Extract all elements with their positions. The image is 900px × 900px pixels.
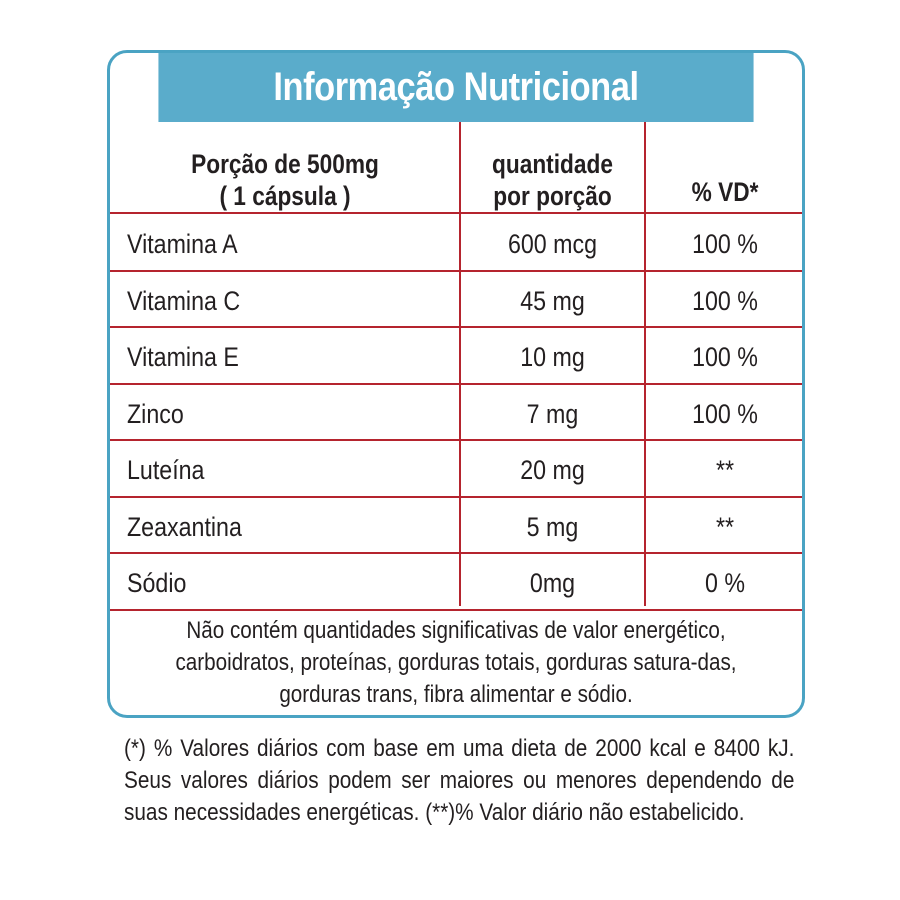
row-rule — [110, 269, 802, 272]
note-text: Não contém quantidades significativas de… — [110, 608, 802, 715]
nutrient-vd: ** — [715, 455, 735, 485]
table-row: Sódio 0mg 0 % — [110, 553, 802, 609]
row-rule — [110, 552, 802, 554]
nutrient-vd: 100 % — [692, 285, 758, 316]
nutrient-quantity: 0mg — [529, 568, 576, 598]
vd-header: % VD* — [691, 177, 759, 207]
row-rule — [110, 382, 802, 385]
panel-title: Informação Nutricional — [158, 53, 754, 122]
nutrient-quantity: 20 mg — [520, 455, 585, 485]
nutrient-quantity: 5 mg — [526, 511, 579, 542]
portion-header: Porção de 500mg ( 1 cápsula ) — [138, 110, 432, 250]
nutrient-name: Sódio — [127, 568, 187, 598]
nutrient-vd: 100 % — [692, 398, 758, 429]
nutrient-name: Vitamina A — [127, 229, 238, 259]
quantity-header-line1: quantidade — [492, 149, 613, 179]
table-row: Luteína 20 mg ** — [110, 440, 802, 496]
nutrient-name: Vitamina E — [127, 342, 239, 372]
table-row: Vitamina A 600 mcg 100 % — [110, 214, 802, 270]
nutrient-quantity: 10 mg — [520, 342, 585, 372]
row-rule — [110, 439, 802, 441]
nutrient-quantity: 7 mg — [526, 398, 579, 429]
column-divider-2 — [644, 122, 646, 606]
footnote: (*) % Valores diários com base em uma di… — [124, 733, 794, 829]
nutrient-quantity: 45 mg — [520, 285, 585, 316]
nutrient-vd: 100 % — [692, 342, 758, 372]
note-content: Não contém quantidades significativas de… — [175, 617, 737, 708]
nutrient-name: Vitamina C — [127, 285, 241, 316]
nutrient-name: Zeaxantina — [127, 511, 242, 542]
nutrient-vd: 100 % — [692, 229, 758, 259]
header-rule — [110, 212, 802, 214]
portion-header-line2: ( 1 cápsula ) — [219, 181, 351, 211]
table-row: Vitamina C 45 mg 100 % — [110, 271, 802, 327]
row-rule — [110, 608, 802, 611]
nutrient-quantity: 600 mcg — [507, 229, 598, 259]
row-rule — [110, 326, 802, 328]
quantity-header-line2: por porção — [493, 181, 612, 211]
nutrient-vd: 0 % — [704, 568, 746, 598]
table-row: Zinco 7 mg 100 % — [110, 384, 802, 440]
row-rule — [110, 495, 802, 498]
nutrient-name: Luteína — [127, 455, 205, 485]
footnote-text: (*) % Valores diários com base em uma di… — [124, 735, 795, 826]
quantity-header: quantidade por porção — [475, 110, 630, 250]
nutrition-panel: Informação Nutricional Porção de 500mg (… — [107, 50, 805, 718]
table-row: Zeaxantina 5 mg ** — [110, 497, 802, 553]
table-row: Vitamina E 10 mg 100 % — [110, 327, 802, 383]
nutrient-vd: ** — [715, 511, 735, 542]
column-divider-1 — [459, 122, 461, 606]
portion-header-line1: Porção de 500mg — [191, 149, 379, 179]
nutrient-name: Zinco — [127, 398, 184, 429]
